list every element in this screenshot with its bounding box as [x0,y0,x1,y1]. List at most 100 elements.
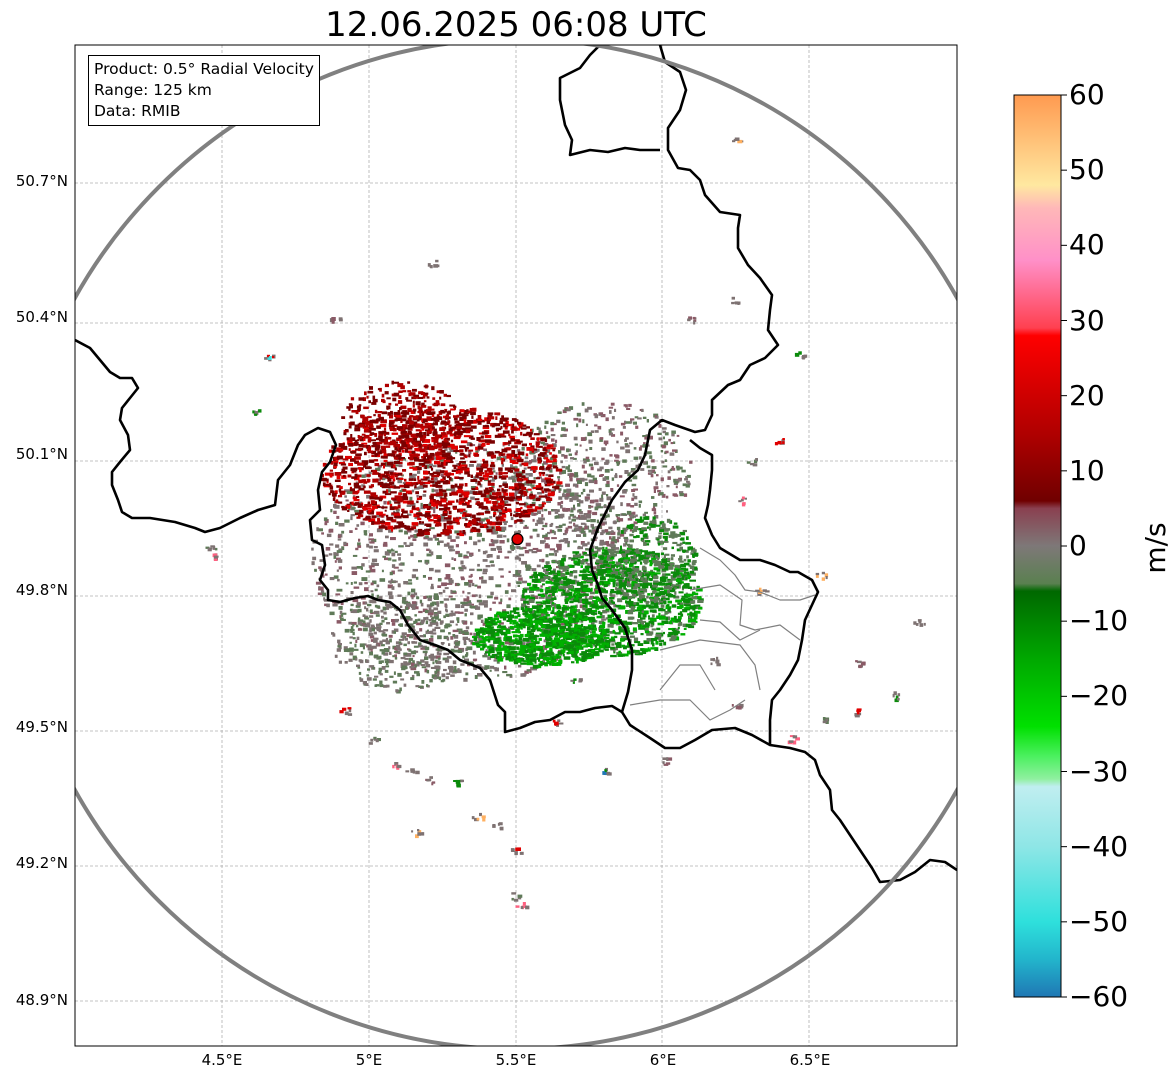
echo-pixel [374,463,380,467]
echo-pixel [435,655,441,659]
echo-pixel [409,542,414,546]
echo-pixel [480,524,488,528]
echo-pixel [501,448,508,453]
echo-pixel [499,512,506,515]
echo-pixel [373,654,379,658]
echo-pixel [404,662,409,666]
echo-pixel [678,602,681,605]
echo-pixel [547,467,553,472]
echo-pixel [433,676,437,680]
echo-pixel [526,505,533,509]
echo-pixel [517,584,520,587]
echo-pixel [482,622,488,626]
echo-pixel [569,498,573,502]
echo-pixel [576,484,579,488]
echo-pixel [457,488,463,491]
echo-pixel [364,601,368,605]
echo-pixel [431,413,435,418]
echo-pixel [620,502,623,507]
echo-pixel [466,596,470,599]
echo-pixel [353,441,359,446]
echo-pixel [339,610,343,615]
echo-pixel [480,439,485,443]
echo-pixel [410,650,417,655]
echo-pixel [630,470,635,473]
echo-pixel [492,492,498,495]
echo-pixel [595,561,600,565]
echo-pixel [685,575,691,580]
echo-pixel [630,556,636,560]
echo-pixel [379,649,385,652]
echo-pixel [416,673,420,677]
echo-pixel [326,533,332,538]
echo-pixel [425,562,429,565]
echo-pixel [434,460,441,465]
echo-pixel [471,444,476,447]
echo-pixel [627,616,634,620]
echo-pixel [481,537,485,542]
echo-pixel [466,602,472,607]
echo-pixel [578,500,584,504]
echo-pixel [591,626,596,631]
echo-pixel [541,558,545,563]
echo-pixel [569,564,575,568]
echo-pixel [538,483,542,487]
echo-pixel [636,652,643,656]
echo-pixel [517,421,522,425]
echo-pixel [383,611,387,615]
echo-pixel [491,485,495,489]
echo-pixel [649,472,653,475]
echo-pixel [354,473,358,478]
echo-pixel [573,560,578,564]
echo-pixel [332,603,338,607]
echo-pixel [669,638,676,642]
echo-pixel [439,427,446,431]
echo-pixel [444,659,450,663]
echo-pixel [622,595,629,600]
echo-pixel [422,529,426,533]
echo-pixel [684,478,688,481]
echo-pixel [486,519,490,522]
echo-pixel [620,431,624,436]
echo-pixel [412,467,418,471]
echo-pixel [354,512,362,516]
echo-pixel [494,667,499,672]
echo-pixel [465,429,471,434]
echo-pixel [607,618,615,623]
echo-pixel [430,478,434,481]
echo-pixel [333,495,336,499]
echo-pixel [427,480,435,484]
echo-pixel [385,607,389,610]
echo-pixel [526,479,530,484]
echo-pixel [357,621,363,625]
echo-pixel [514,531,520,535]
echo-pixel [458,553,463,558]
echo-pixel [475,481,478,484]
echo-pixel [579,593,586,596]
echo-pixel [410,634,416,637]
echo-pixel [440,532,447,535]
echo-pixel [428,607,432,611]
echo-pixel [528,473,533,477]
echo-pixel [623,543,627,547]
echo-pixel [557,587,564,592]
echo-pixel [368,425,374,428]
echo-pixel [423,504,429,508]
echo-pixel [615,454,620,459]
echo-pixel [496,661,500,664]
echo-pixel [449,620,455,624]
echo-pixel [544,420,549,425]
echo-pixel [476,472,481,476]
echo-pixel [592,511,598,516]
echo-pixel [400,418,407,422]
echo-pixel [428,595,432,599]
echo-pixel [336,569,339,572]
echo-pixel [469,408,477,412]
echo-pixel [519,422,524,427]
echo-pixel [562,433,567,437]
echo-pixel [565,597,570,602]
echo-pixel [644,436,649,440]
echo-pixel [582,543,588,547]
echo-pixel [653,568,659,571]
